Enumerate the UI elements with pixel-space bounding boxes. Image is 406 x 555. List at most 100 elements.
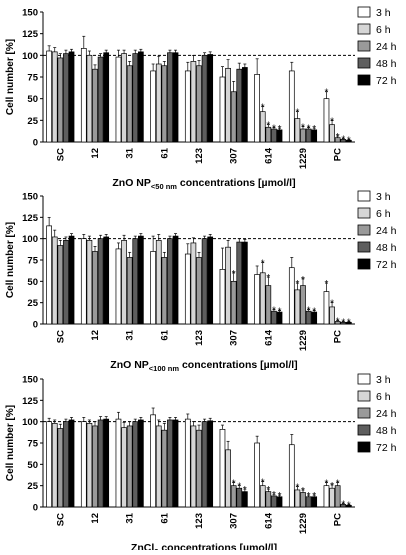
y-tick-label: 100 bbox=[22, 234, 38, 245]
bar-3h-614 bbox=[254, 74, 260, 143]
bar-48h-307 bbox=[236, 241, 243, 325]
x-tick-label: PC bbox=[333, 513, 344, 526]
y-tick-label: 0 bbox=[33, 138, 38, 149]
x-tick-label: 31 bbox=[125, 147, 136, 158]
bar-48h-12 bbox=[97, 56, 104, 143]
chart-panel-2: Cell number [%] 0 25 50 75 100 125 150 SC 12 31 61 1… bbox=[5, 190, 397, 373]
significance-star: * bbox=[278, 306, 282, 317]
bar-24h-SC bbox=[57, 245, 64, 325]
bar-48h-SC bbox=[63, 240, 69, 325]
significance-star: * bbox=[347, 135, 351, 146]
bar-72h-61 bbox=[172, 419, 179, 508]
legend-label: 72 h bbox=[376, 75, 397, 87]
significance-star: * bbox=[272, 305, 276, 316]
x-axis-title-rest: concentrations [µmol/l] bbox=[179, 359, 298, 371]
bar-3h-31 bbox=[115, 248, 122, 325]
chart-panel-3: Cell number [%] 0 25 50 75 100 125 150 SC 12 31 61 1… bbox=[5, 373, 397, 555]
significance-star: * bbox=[272, 123, 276, 134]
bar-3h-307 bbox=[219, 428, 226, 508]
bar-72h-SC bbox=[68, 419, 75, 508]
bar-24h-12 bbox=[92, 251, 98, 325]
bar-6h-31 bbox=[121, 53, 127, 143]
legend-swatch-48h bbox=[357, 57, 371, 69]
bar-48h-12 bbox=[97, 419, 104, 508]
bar-6h-SC bbox=[51, 236, 58, 325]
bar-24h-SC bbox=[57, 57, 64, 143]
bar-72h-SC bbox=[68, 51, 75, 143]
significance-star: * bbox=[336, 478, 340, 489]
y-tick-label: 25 bbox=[27, 481, 38, 492]
x-tick-label: 123 bbox=[194, 330, 205, 346]
y-tick-label: 25 bbox=[27, 116, 38, 127]
y-tick-label: 100 bbox=[22, 417, 38, 428]
significance-star: * bbox=[325, 279, 329, 290]
bar-3h-SC bbox=[46, 225, 52, 325]
bar-72h-12 bbox=[103, 236, 110, 325]
significance-star: * bbox=[295, 108, 299, 119]
bar-48h-307 bbox=[236, 68, 243, 143]
x-tick-label: 1229 bbox=[298, 513, 309, 534]
significance-star: * bbox=[341, 317, 345, 328]
significance-star: * bbox=[325, 88, 329, 99]
significance-star: * bbox=[261, 102, 265, 113]
bar-48h-61 bbox=[167, 419, 173, 508]
significance-star: * bbox=[272, 490, 276, 501]
bar-3h-SC bbox=[46, 421, 52, 508]
bar-24h-SC bbox=[57, 428, 64, 508]
bar-48h-61 bbox=[167, 238, 173, 325]
bar-72h-SC bbox=[68, 235, 75, 325]
x-tick-label: 12 bbox=[90, 330, 101, 341]
bar-6h-307 bbox=[225, 246, 231, 325]
bar-6h-307 bbox=[225, 449, 231, 508]
bar-48h-12 bbox=[97, 238, 104, 325]
y-axis-label: Cell number [%] bbox=[5, 39, 16, 115]
legend-label: 6 h bbox=[376, 208, 391, 220]
bar-3h-31 bbox=[115, 418, 122, 508]
x-axis-title-subscript: <50 nm bbox=[151, 182, 177, 191]
y-tick-label: 100 bbox=[22, 51, 38, 62]
bar-6h-307 bbox=[225, 67, 231, 143]
bar-6h-614 bbox=[259, 485, 266, 508]
x-tick-label: PC bbox=[333, 148, 344, 161]
x-axis-title: ZnO NP<50 nm concentrations [µmol/l] bbox=[112, 177, 295, 191]
bar-3h-307 bbox=[219, 76, 226, 143]
bar-24h-61 bbox=[161, 257, 168, 325]
significance-star: * bbox=[347, 317, 351, 328]
y-tick-label: 75 bbox=[27, 439, 38, 450]
bar-72h-31 bbox=[138, 235, 144, 325]
x-tick-label: 614 bbox=[263, 329, 274, 346]
significance-star: * bbox=[295, 279, 299, 290]
legend-swatch-48h bbox=[357, 424, 371, 436]
legend-label: 48 h bbox=[376, 425, 397, 437]
significance-star: * bbox=[232, 269, 236, 280]
bar-3h-123 bbox=[184, 418, 191, 508]
x-tick-label: SC bbox=[55, 330, 66, 343]
x-tick-label: 307 bbox=[229, 513, 240, 529]
legend-label: 24 h bbox=[376, 408, 397, 420]
bar-24h-123 bbox=[196, 65, 202, 143]
bar-6h-61 bbox=[155, 63, 162, 143]
significance-star: * bbox=[261, 477, 265, 488]
y-tick-label: 50 bbox=[27, 94, 38, 105]
bar-3h-307 bbox=[219, 269, 226, 325]
bar-6h-31 bbox=[121, 427, 127, 508]
x-tick-label: PC bbox=[333, 330, 344, 343]
bar-48h-31 bbox=[132, 421, 139, 508]
legend-swatch-6h bbox=[357, 390, 371, 402]
bar-6h-12 bbox=[86, 54, 93, 143]
bar-3h-PC bbox=[323, 98, 330, 143]
significance-star: * bbox=[266, 485, 270, 496]
legend-label: 48 h bbox=[376, 242, 397, 254]
bar-3h-61 bbox=[150, 251, 156, 325]
bar-3h-1229 bbox=[288, 444, 295, 508]
bar-24h-307 bbox=[230, 91, 237, 143]
significance-star: * bbox=[312, 491, 316, 502]
legend-label: 6 h bbox=[376, 391, 391, 403]
x-tick-label: 61 bbox=[159, 147, 170, 158]
y-tick-label: 150 bbox=[22, 8, 38, 19]
bar-72h-31 bbox=[138, 419, 144, 508]
significance-star: * bbox=[330, 481, 334, 492]
chart-panel-1: Cell number [%] 0 25 50 75 100 125 150 SC 12 31 61 1… bbox=[5, 6, 397, 191]
bar-48h-SC bbox=[63, 421, 69, 508]
